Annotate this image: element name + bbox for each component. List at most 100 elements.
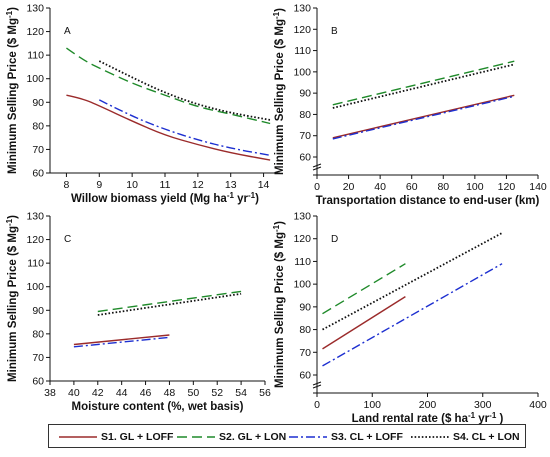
x-tick-label: 100 [466,181,484,193]
y-tick-label: 120 [26,234,44,246]
y-tick-label: 110 [294,256,311,268]
panel-d: 60 70 80 90 100 110 120 130 0 100 200 300 400 D Land r… [272,211,547,426]
series-line-s3 [332,95,515,140]
x-tick-label: 20 [343,181,355,193]
series-line-s3 [98,99,271,157]
x-tick-label: 100 [363,399,381,411]
y-tick-label: 100 [293,66,311,78]
y-tick-label: 120 [26,26,44,38]
legend-item-s2: S2. GL + LON [177,429,286,445]
series-line-s4 [98,60,271,121]
series-line-s1 [73,334,170,346]
legend-swatch-s2 [177,436,215,438]
x-tick-label: 50 [187,387,199,399]
x-tick-label: 8 [64,179,70,191]
series-line-s2 [66,47,271,125]
panel-label: A [64,26,71,37]
y-axis-title: Minimum Selling Price ($ Mg-1) [5,215,20,382]
panel-a: 60 70 80 90 100 110 120 130 8 9 10 11 12 13 14 A Willow … [5,3,280,206]
x-tick-label: 9 [96,179,102,191]
y-tick-label: 90 [299,301,311,313]
y-tick-label: 80 [299,324,311,336]
series-line-s2 [332,60,515,106]
x-tick-label: 14 [258,179,270,191]
series-line-s1 [322,296,406,350]
x-tick-label: 300 [474,399,492,411]
x-tick-label: 0 [314,181,320,193]
y-tick-label: 70 [32,144,44,156]
legend: S1. GL + LOFF S2. GL + LON S3. CL + LOFF… [48,424,526,448]
series-line-s2 [97,290,242,313]
x-tick-label: 56 [259,387,271,399]
legend-label-s4: S4. CL + LON [453,431,520,443]
legend-label-s1: S1. GL + LOFF [101,431,174,443]
series-line-s3 [322,263,503,367]
series-line-s4 [97,292,242,316]
y-tick-label: 90 [299,88,311,100]
legend-item-s1: S1. GL + LOFF [59,429,173,445]
x-tick-label: 52 [211,387,223,399]
y-tick-label: 80 [32,120,44,132]
legend-item-s4: S4. CL + LON [411,429,520,445]
series-line-s4 [332,63,515,109]
x-axis-title: Land rental rate ($ ha-1 yr-1 ) [352,411,504,426]
y-tick-label: 100 [26,73,44,85]
y-axis-title: Minimum Selling Price ($ Mg-1) [272,8,287,175]
y-axis-title: Minimum Selling Price ($ Mg-1) [272,221,287,388]
series-line-s1 [66,94,271,161]
legend-label-s2: S2. GL + LON [219,431,287,443]
series-line-s2 [322,263,406,315]
y-tick-label: 70 [299,347,311,359]
x-tick-label: 38 [44,387,56,399]
y-tick-label: 130 [293,211,311,223]
y-tick-label: 60 [32,376,44,388]
panel-label: B [331,26,338,37]
y-tick-label: 60 [299,370,311,382]
legend-swatch-s1 [59,436,97,438]
y-axis-break-mark [312,163,322,171]
y-tick-label: 90 [32,305,44,317]
x-tick-label: 0 [314,399,320,411]
y-tick-label: 70 [32,352,44,364]
x-tick-label: 11 [160,179,171,191]
x-tick-label: 120 [498,181,516,193]
panel-b: 60 70 80 90 100 110 120 130 0 20 40 60 80 100 120 140 B T… [272,3,547,208]
y-tick-label: 110 [27,50,44,62]
x-tick-label: 10 [126,179,138,191]
y-axis-break-mark [312,381,322,389]
x-tick-label: 60 [406,181,418,193]
legend-label-s3: S3. CL + LOFF [331,431,403,443]
x-tick-label: 42 [92,387,104,399]
panel-c: 60 70 80 90 100 110 120 130 38 40 42 44 46 48 50 52 54 56… [5,211,271,414]
y-tick-label: 80 [299,109,311,121]
x-tick-label: 44 [116,387,128,399]
x-axis-title: Willow biomass yield (Mg ha-1 yr-1) [71,191,259,206]
y-tick-label: 70 [299,130,311,142]
y-tick-label: 100 [26,281,44,293]
panel-label: C [64,234,71,245]
x-tick-label: 46 [140,387,152,399]
legend-swatch-s3 [289,436,327,438]
x-tick-label: 40 [68,387,80,399]
y-tick-label: 60 [32,168,44,180]
legend-swatch-s4 [411,436,449,438]
x-tick-label: 400 [529,399,547,411]
x-tick-label: 54 [235,387,247,399]
legend-item-s3: S3. CL + LOFF [289,429,403,445]
y-tick-label: 130 [293,3,311,15]
x-tick-label: 40 [374,181,386,193]
y-axis-title: Minimum Selling Price ($ Mg-1) [5,7,20,174]
x-tick-label: 13 [225,179,237,191]
y-tick-label: 60 [299,152,311,164]
x-tick-label: 200 [419,399,437,411]
series-line-s4 [322,232,503,331]
panel-label: D [331,234,338,245]
y-tick-label: 120 [293,233,311,245]
series-line-s1 [332,94,515,139]
y-tick-label: 110 [27,258,44,270]
y-tick-label: 130 [26,3,44,15]
x-axis-title: Transportation distance to end-user (km) [316,195,540,207]
x-tick-label: 12 [192,179,204,191]
x-tick-label: 80 [437,181,449,193]
